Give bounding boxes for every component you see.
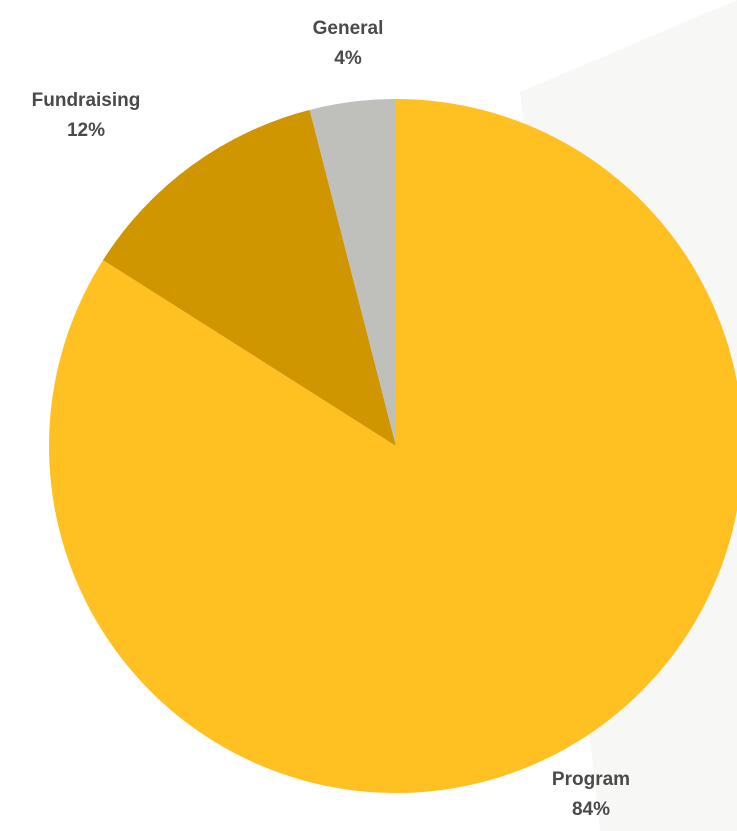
pie-slice-program: [49, 99, 737, 793]
slice-label-fundraising: Fundraising 12%: [32, 86, 141, 146]
slice-label-program: Program 84%: [552, 765, 630, 825]
slice-label-program-name: Program: [551, 769, 631, 790]
pie-slice-fundraising: [103, 109, 397, 447]
slice-label-general-name: General: [312, 18, 384, 39]
pie-slice-general: [309, 99, 396, 446]
slice-label-program-value: 84%: [571, 799, 611, 820]
pie-slices: [49, 99, 737, 793]
slice-label-fundraising-name: Fundraising: [31, 90, 141, 111]
slice-label-general-value: 4%: [334, 48, 362, 69]
slice-label-general: General 4%: [313, 14, 384, 74]
slice-label-fundraising-value: 12%: [66, 120, 106, 141]
